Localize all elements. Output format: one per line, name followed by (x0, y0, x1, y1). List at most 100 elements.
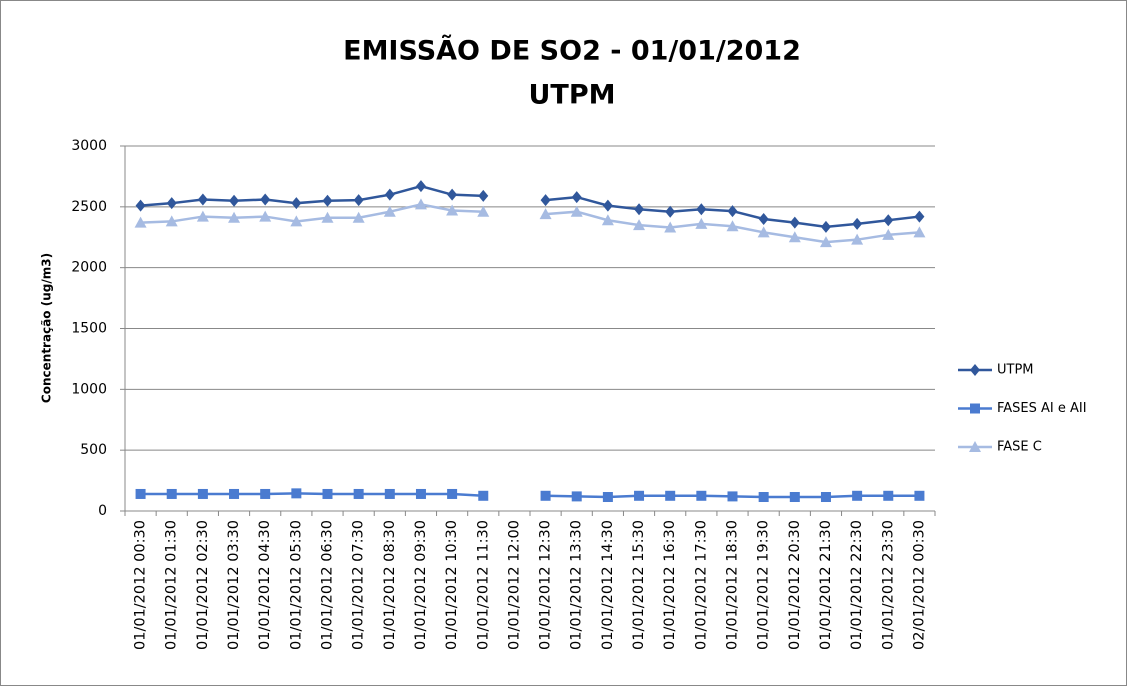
data-point (757, 226, 770, 238)
x-tick-label: 01/01/2012 09:30 (413, 520, 429, 650)
data-point (914, 490, 925, 501)
x-tick-label: 01/01/2012 11:30 (475, 520, 491, 650)
data-point (477, 205, 490, 217)
data-point (665, 490, 676, 501)
x-tick-label: 01/01/2012 06:30 (320, 520, 336, 650)
x-tick-label: 01/01/2012 01:30 (164, 520, 180, 650)
data-point (883, 490, 894, 501)
data-point (914, 210, 925, 223)
data-point (259, 210, 272, 222)
data-point (135, 488, 146, 499)
data-point (290, 215, 303, 227)
data-point (447, 188, 458, 201)
data-point (726, 220, 739, 232)
data-point (601, 214, 614, 226)
data-point (727, 205, 738, 218)
data-point (384, 488, 395, 499)
data-point (665, 205, 676, 218)
data-point (383, 205, 396, 217)
data-point (384, 188, 395, 201)
data-point (602, 199, 613, 212)
legend-marker (969, 441, 981, 452)
data-point (134, 216, 147, 228)
x-tick-label: 01/01/2012 23:30 (880, 520, 896, 650)
x-tick-label: 02/01/2012 00:30 (911, 520, 927, 650)
data-point (415, 488, 426, 499)
data-point (321, 211, 334, 223)
data-point (789, 216, 800, 229)
data-point (165, 215, 178, 227)
data-point (727, 491, 738, 502)
x-tick-label: 01/01/2012 14:30 (600, 520, 616, 650)
data-point (789, 492, 800, 503)
x-tick-label: 01/01/2012 21:30 (818, 520, 834, 650)
data-point (788, 231, 801, 243)
data-point (135, 199, 146, 212)
legend-label: FASES AI e AII (997, 401, 1087, 416)
data-point (696, 490, 707, 501)
data-point (196, 210, 209, 222)
data-point (447, 488, 458, 499)
data-point (414, 198, 427, 210)
data-point (322, 194, 333, 207)
series-line (140, 492, 484, 498)
data-point (260, 488, 271, 499)
data-point (353, 488, 364, 499)
data-point (696, 203, 707, 216)
data-point (634, 490, 645, 501)
x-tick-label: 01/01/2012 22:30 (849, 520, 865, 650)
data-point (197, 193, 208, 206)
data-point (322, 488, 333, 499)
y-tick-label: 2500 (71, 199, 107, 215)
data-point (197, 488, 208, 499)
y-tick-label: 3000 (71, 138, 107, 154)
x-tick-label: 01/01/2012 20:30 (787, 520, 803, 650)
data-point (415, 180, 426, 193)
x-tick-label: 01/01/2012 18:30 (725, 520, 741, 650)
data-point (229, 194, 240, 207)
data-point (695, 217, 708, 229)
data-point (882, 228, 895, 240)
x-tick-label: 01/01/2012 05:30 (288, 520, 304, 650)
data-point (820, 492, 831, 503)
x-tick-label: 01/01/2012 16:30 (662, 520, 678, 650)
data-point (352, 211, 365, 223)
y-tick-label: 2000 (71, 260, 107, 276)
data-point (291, 197, 302, 210)
data-point (260, 193, 271, 206)
data-point (446, 204, 459, 216)
data-point (634, 203, 645, 216)
data-point (571, 191, 582, 204)
x-tick-label: 01/01/2012 02:30 (195, 520, 211, 650)
data-point (758, 492, 769, 503)
x-tick-label: 01/01/2012 13:30 (569, 520, 585, 650)
data-point (664, 221, 677, 233)
data-point (540, 194, 551, 207)
legend-label: FASE C (997, 440, 1042, 455)
data-point (478, 189, 489, 202)
legend-marker (970, 403, 980, 414)
data-point (540, 490, 551, 501)
y-axis-title: Concentração (ug/m3) (40, 253, 54, 403)
data-point (539, 208, 552, 220)
series-line (140, 184, 484, 207)
data-point (820, 220, 831, 233)
chart-subtitle: UTPM (529, 80, 616, 111)
y-tick-label: 500 (80, 442, 107, 458)
data-point (852, 217, 863, 230)
data-point (913, 226, 926, 238)
y-tick-label: 1500 (71, 321, 107, 337)
data-point (291, 488, 302, 499)
data-point (228, 211, 241, 223)
data-point (819, 236, 832, 248)
legend-marker (970, 364, 980, 376)
data-point (852, 490, 863, 501)
x-tick-label: 01/01/2012 04:30 (257, 520, 273, 650)
data-point (570, 205, 583, 217)
series-line (140, 203, 484, 224)
data-point (166, 197, 177, 210)
x-tick-label: 01/01/2012 17:30 (693, 520, 709, 650)
data-point (229, 488, 240, 499)
